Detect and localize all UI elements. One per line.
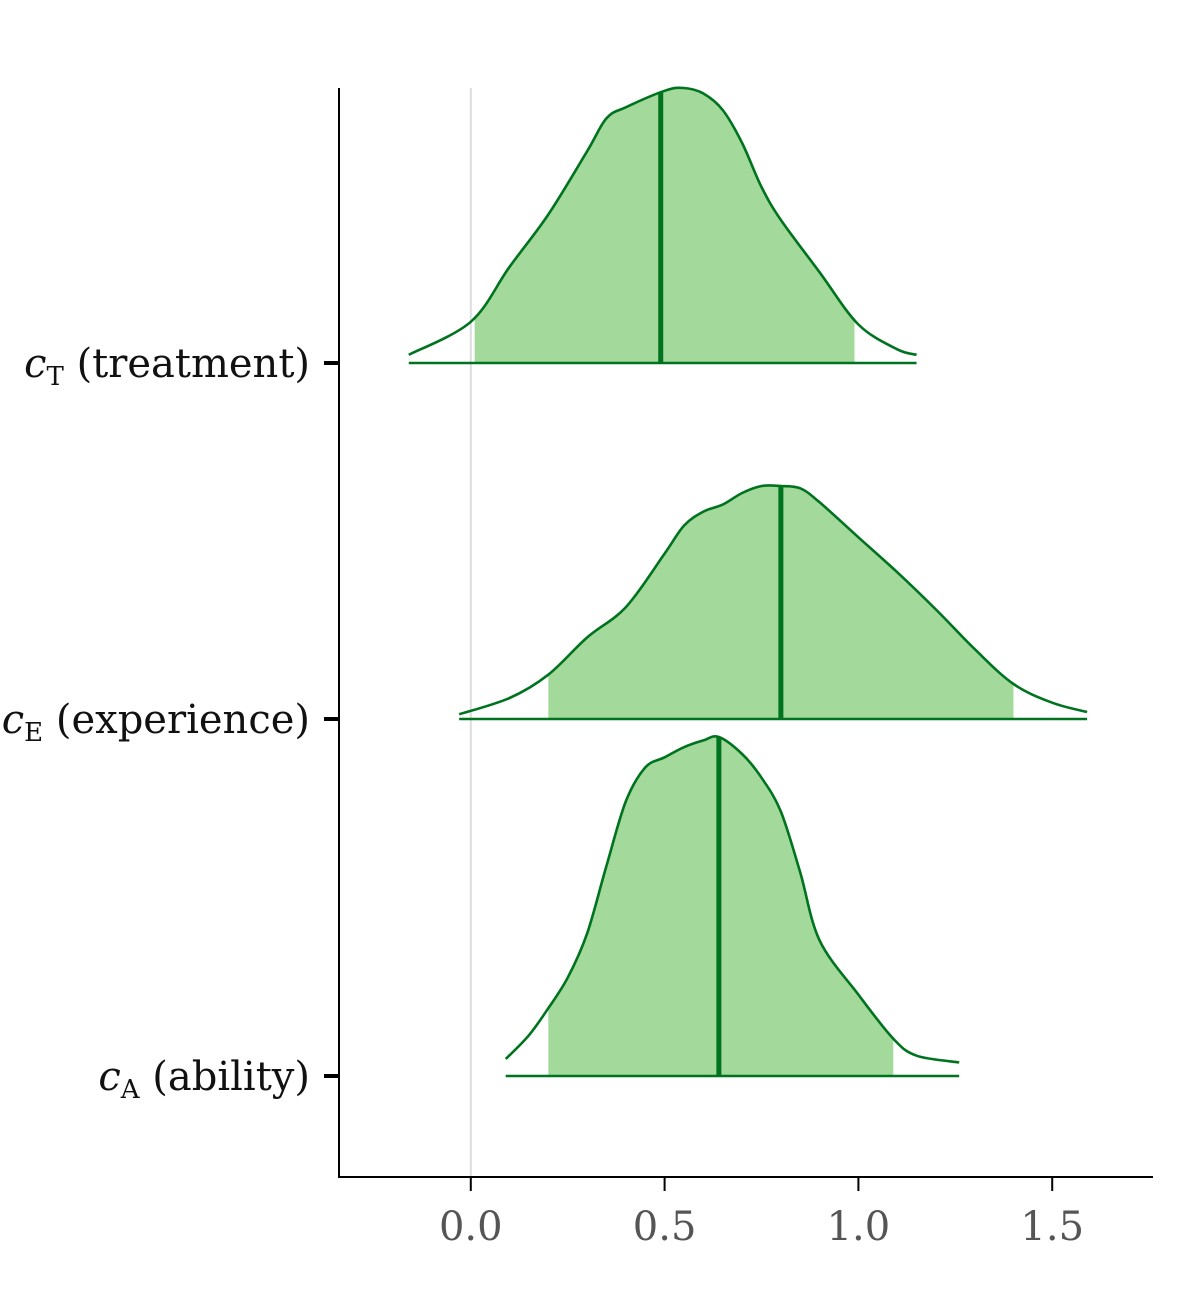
credible-interval-area-E	[548, 485, 1014, 719]
y-tick-label-A: cA (ability)	[98, 1054, 310, 1105]
density-curve-A	[504, 735, 960, 1064]
ridge-T	[408, 86, 917, 365]
y-axis-ticks: cT (treatment) cE (experience) cA (ability…	[2, 341, 339, 1105]
ridge-A	[504, 735, 960, 1078]
credible-interval-area-A	[548, 736, 894, 1076]
x-tick-label: 0.5	[633, 1204, 697, 1250]
x-axis-ticks: 0.0 0.5 1.0 1.5	[439, 1177, 1084, 1250]
x-tick-label: 1.0	[827, 1204, 891, 1250]
credible-interval-area-T	[474, 87, 855, 363]
y-tick-label-T: cT (treatment)	[24, 341, 310, 392]
density-curve-T	[408, 86, 917, 357]
x-tick-label: 0.0	[439, 1204, 503, 1250]
y-tick-label-E: cE (experience)	[2, 697, 310, 748]
ridge-E	[458, 484, 1088, 721]
ridges-group	[408, 86, 1088, 1078]
density-curve-E	[458, 484, 1088, 716]
x-tick-label: 1.5	[1020, 1204, 1084, 1250]
